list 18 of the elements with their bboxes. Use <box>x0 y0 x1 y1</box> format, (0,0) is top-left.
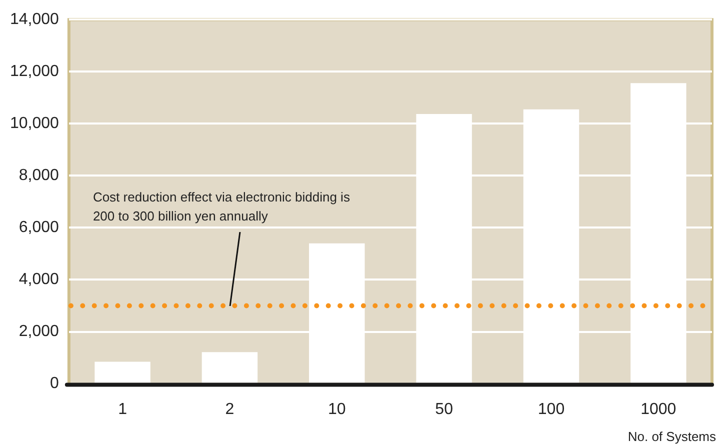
x-tick-label: 1 <box>118 400 128 418</box>
annotation: Cost reduction effect via electronic bidding is 200 to 300 billion yen annually <box>92 190 350 224</box>
x-tick-label: 10 <box>328 400 346 418</box>
y-tick-label: 8,000 <box>18 167 60 184</box>
bar <box>94 362 150 383</box>
y-tick-label: 6,000 <box>18 219 60 236</box>
y-tick-label: 0 <box>50 375 60 392</box>
x-tick-label: 50 <box>435 400 454 418</box>
x-tick-label: 1000 <box>640 400 676 418</box>
y-tick-label: 14,000 <box>10 11 60 28</box>
bar <box>202 352 258 383</box>
y-tick-label: 4,000 <box>18 271 60 288</box>
y-tick-label: 12,000 <box>10 63 60 80</box>
x-tick-label: 2 <box>225 400 234 418</box>
x-axis-title: No. of Systems <box>628 429 716 444</box>
y-tick-label: 2,000 <box>18 323 60 340</box>
x-tick-label: 100 <box>538 400 565 418</box>
y-tick-label: 10,000 <box>10 115 60 132</box>
